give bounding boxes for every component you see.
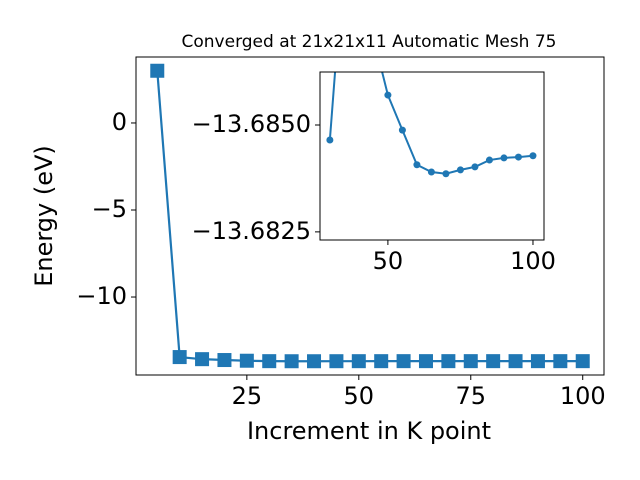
main-marker [262, 354, 277, 369]
main-x-tick-label: 50 [344, 382, 375, 410]
main-x-tick-label: 100 [560, 382, 606, 410]
inset-x-tick-label: 100 [510, 247, 556, 275]
main-marker [195, 352, 210, 367]
main-y-tick-label: −10 [76, 282, 127, 310]
main-series [150, 63, 590, 369]
y-axis-label: Energy (eV) [30, 145, 58, 287]
main-y-tick-label: −5 [92, 195, 127, 223]
inset-marker [427, 168, 435, 176]
inset-marker [326, 136, 334, 144]
inset-marker [471, 163, 479, 171]
inset-marker [485, 156, 493, 164]
main-marker [508, 354, 523, 369]
main-marker [441, 354, 456, 369]
inset-y-tick-label: −13.6825 [192, 217, 311, 245]
main-marker [486, 354, 501, 369]
inset-marker [413, 161, 421, 169]
inset-marker [514, 153, 522, 161]
main-marker [396, 354, 411, 369]
main-marker [553, 354, 568, 369]
main-marker [418, 354, 433, 369]
main-marker [575, 354, 590, 369]
main-marker [217, 353, 232, 368]
main-marker [374, 354, 389, 369]
main-marker [307, 354, 322, 369]
inset-marker [529, 152, 537, 160]
inset-marker [500, 154, 508, 162]
inset-marker [456, 166, 464, 174]
main-y-tick-label: 0 [112, 108, 127, 136]
inset-y-tick-label: −13.6850 [192, 110, 311, 138]
chart-title: Converged at 21x21x11 Automatic Mesh 75 [182, 32, 557, 52]
inset-plot-area [320, 72, 544, 240]
main-marker [284, 354, 299, 369]
main-marker [329, 354, 344, 369]
main-marker [463, 354, 478, 369]
inset-frame [319, 71, 545, 241]
x-axis-label: Increment in K point [247, 417, 491, 445]
inset-series [326, 72, 537, 178]
main-marker [172, 350, 187, 365]
main-marker [530, 354, 545, 369]
main-frame [135, 56, 605, 376]
main-marker [150, 63, 165, 78]
inset-x-tick-label: 50 [373, 247, 404, 275]
main-marker [239, 353, 254, 368]
main-marker [351, 354, 366, 369]
inset-marker [442, 170, 450, 178]
main-x-tick-label: 25 [232, 382, 263, 410]
main-x-tick-label: 75 [455, 382, 486, 410]
inset-marker [384, 91, 392, 99]
inset-marker [398, 126, 406, 134]
